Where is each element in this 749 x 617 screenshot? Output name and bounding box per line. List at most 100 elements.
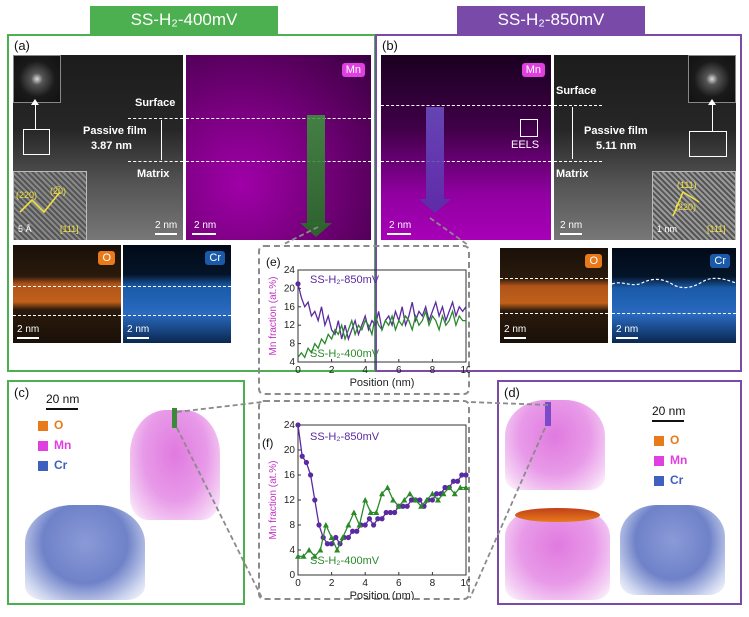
legend-swatch-cr-d xyxy=(654,476,664,486)
y-tick-label: 24 xyxy=(284,265,296,276)
panel-label-a: (a) xyxy=(14,38,30,53)
eels-map-mn-b: Mn EELS 2 nm xyxy=(381,55,551,240)
matrix-line-b xyxy=(554,161,602,162)
x-tick-label: 10 xyxy=(460,578,470,589)
roi-box-b xyxy=(689,131,727,157)
series-line-1 xyxy=(298,486,466,558)
series-legend-0: SS-H₂-850mV xyxy=(310,431,380,443)
x-tick-label: 2 xyxy=(329,578,335,589)
series-point-0 xyxy=(354,528,360,534)
series-point-1 xyxy=(401,497,408,503)
scale-text-b: 2 nm xyxy=(560,220,583,231)
x-tick-label: 8 xyxy=(430,578,436,589)
lattice-lines-a xyxy=(19,191,61,214)
scale-bar-mn-b xyxy=(387,233,411,235)
matrix-label-b: Matrix xyxy=(556,168,589,180)
legend-swatch-mn-c xyxy=(38,441,48,451)
y-tick-label: 4 xyxy=(289,357,295,368)
x-tick-label: 4 xyxy=(362,365,368,376)
element-tag-o-b: O xyxy=(585,254,602,268)
thickness-label-a: 3.87 nm xyxy=(91,140,132,152)
series-point-1 xyxy=(350,509,357,515)
series-point-1 xyxy=(451,490,458,497)
element-tag-o-a: O xyxy=(98,251,115,265)
element-tag-mn-a: Mn xyxy=(341,63,365,77)
passive-film-label-a: Passive film xyxy=(83,125,147,137)
series-legend-0: SS-H₂-850mV xyxy=(310,274,380,286)
apt-arrow-d xyxy=(545,402,551,426)
matrix-line-a xyxy=(128,161,183,162)
series-point-0 xyxy=(442,484,448,491)
series-legend-1: SS-H₂-400mV xyxy=(310,555,380,567)
x-axis-label: Position (nm) xyxy=(350,590,415,600)
y-tick-label: 0 xyxy=(289,570,295,581)
series-point-0 xyxy=(434,491,440,497)
x-tick-label: 8 xyxy=(430,365,436,376)
surface-line-mn-a xyxy=(186,118,371,119)
series-point-0 xyxy=(383,509,389,516)
panel-b-frame xyxy=(375,34,742,372)
series-point-0 xyxy=(303,459,309,466)
apt-reconstruction-cr-d xyxy=(620,505,725,595)
apt-reconstruction-cr-c xyxy=(25,505,145,600)
legend-swatch-cr-c xyxy=(38,461,48,471)
series-point-1 xyxy=(418,503,425,509)
series-line-1 xyxy=(297,309,466,359)
legend-swatch-o-d xyxy=(654,436,664,446)
surface-line-mn-b xyxy=(381,105,551,106)
eels-label: EELS xyxy=(511,139,540,151)
eds-map-cr-b: Cr 2 nm xyxy=(612,248,736,343)
scale-bar-cr-b xyxy=(616,337,638,339)
matrix-line-o-b xyxy=(500,313,608,314)
series-point-1 xyxy=(384,484,391,490)
series-legend-1: SS-H₂-400mV xyxy=(310,348,380,360)
y-tick-label: 16 xyxy=(284,302,296,313)
legend-label-o-d: O xyxy=(670,433,680,447)
scan-arrow-head-a xyxy=(300,223,332,237)
series-point-0 xyxy=(404,503,410,509)
scale-text-a: 2 nm xyxy=(155,220,178,231)
y-tick-label: 20 xyxy=(284,445,296,456)
arrow-head-a xyxy=(31,99,39,105)
element-tag-cr-a: Cr xyxy=(205,251,225,265)
double-arrow-b xyxy=(572,107,573,159)
series-point-1 xyxy=(345,522,352,528)
legend-label-cr-d: Cr xyxy=(670,473,684,487)
oxide-layer-d xyxy=(515,508,600,522)
roi-box-a xyxy=(23,129,50,155)
series-point-0 xyxy=(299,453,305,459)
chart-frame-e xyxy=(258,245,470,395)
series-point-1 xyxy=(311,553,318,559)
plane1-a: (220) xyxy=(16,190,38,200)
element-tag-cr-b: Cr xyxy=(710,254,730,268)
surface-line-o-b xyxy=(500,278,608,279)
legend-swatch-o-c xyxy=(38,421,48,431)
series-point-0 xyxy=(329,541,335,547)
series-point-1 xyxy=(457,484,464,490)
panel-label-c: (c) xyxy=(14,385,30,400)
series-point-0 xyxy=(400,503,406,509)
stem-image-b: Surface Passive film 5.11 nm Matrix (111… xyxy=(554,55,736,240)
series-point-1 xyxy=(328,534,335,540)
apt-reconstruction-mn-d xyxy=(505,400,605,490)
surface-line-cr-a xyxy=(123,286,231,287)
eds-map-cr-a: Cr 2 nm xyxy=(123,245,231,343)
legend-label-o-c: O xyxy=(54,418,64,432)
scale-bar-o-b xyxy=(504,337,526,339)
arrow-up-b xyxy=(712,101,713,131)
series-point-0 xyxy=(350,528,356,534)
series-point-0 xyxy=(345,534,351,541)
series-point-1 xyxy=(434,497,441,503)
y-tick-label: 12 xyxy=(284,495,296,506)
scale-inset-a: 5 Å xyxy=(18,224,32,234)
scan-arrow-b xyxy=(426,107,444,201)
scale-text-mn-b: 2 nm xyxy=(389,220,412,231)
matrix-line-cr-b xyxy=(612,313,736,314)
series-point-1 xyxy=(300,553,307,559)
x-tick-label: 0 xyxy=(295,578,301,589)
series-point-0 xyxy=(312,497,318,503)
x-tick-label: 6 xyxy=(396,578,402,589)
surface-line-b xyxy=(554,105,602,106)
panel-label-f: (f) xyxy=(262,436,274,450)
